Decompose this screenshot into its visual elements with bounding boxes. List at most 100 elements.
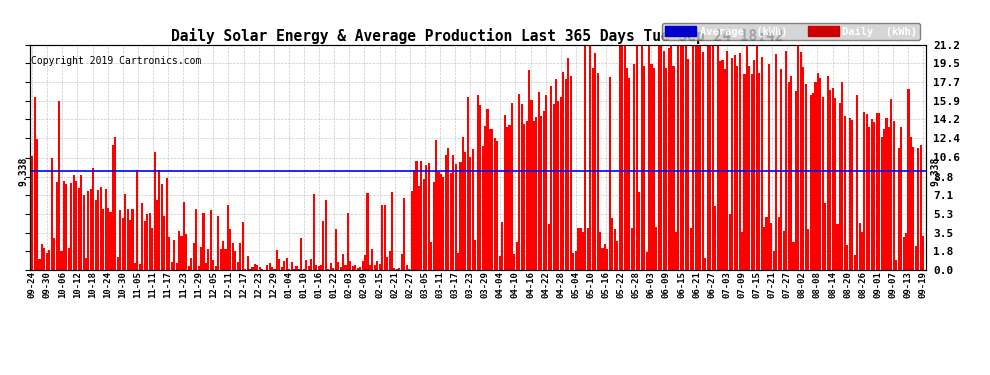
Bar (734, 55, 736, 270)
Bar (878, 113, 880, 270)
Bar (139, 264, 141, 270)
Bar (863, 112, 865, 270)
Bar (132, 209, 134, 270)
Bar (494, 138, 496, 270)
Bar (44, 249, 46, 270)
Bar (349, 261, 351, 270)
Bar (890, 99, 892, 270)
Bar (291, 262, 293, 270)
Bar (359, 267, 361, 270)
Bar (408, 269, 410, 270)
Bar (82, 195, 84, 270)
Bar (381, 205, 383, 270)
Bar (820, 78, 822, 270)
Bar (910, 137, 912, 270)
Bar (364, 255, 366, 270)
Bar (922, 236, 925, 270)
Bar (266, 265, 268, 270)
Bar (46, 253, 48, 270)
Bar (888, 127, 890, 270)
Bar (815, 82, 817, 270)
Bar (117, 257, 119, 270)
Bar (843, 116, 845, 270)
Bar (346, 213, 348, 270)
Bar (714, 206, 716, 270)
Bar (690, 228, 692, 270)
Bar (839, 104, 842, 270)
Bar (160, 184, 163, 270)
Bar (562, 72, 564, 270)
Bar (340, 267, 342, 270)
Bar (430, 242, 433, 270)
Bar (41, 244, 43, 270)
Bar (87, 191, 89, 270)
Bar (476, 95, 479, 270)
Bar (457, 253, 459, 270)
Bar (438, 172, 440, 270)
Bar (905, 234, 907, 270)
Bar (232, 243, 234, 270)
Bar (428, 163, 430, 270)
Bar (903, 237, 905, 270)
Bar (286, 258, 288, 270)
Bar (662, 51, 664, 270)
Bar (675, 232, 677, 270)
Bar (526, 121, 528, 270)
Bar (416, 160, 418, 270)
Bar (220, 249, 222, 270)
Bar (569, 76, 572, 270)
Bar (105, 189, 107, 270)
Bar (832, 87, 834, 270)
Bar (873, 122, 875, 270)
Bar (335, 229, 337, 270)
Bar (122, 217, 124, 270)
Bar (665, 68, 667, 270)
Bar (256, 265, 258, 270)
Bar (908, 89, 910, 270)
Bar (825, 203, 827, 270)
Bar (624, 45, 626, 270)
Bar (768, 64, 770, 270)
Bar (406, 265, 408, 270)
Bar (142, 203, 144, 270)
Bar (587, 228, 589, 270)
Bar (129, 220, 131, 270)
Bar (552, 104, 554, 270)
Bar (77, 188, 80, 270)
Bar (511, 104, 513, 270)
Bar (920, 145, 922, 270)
Bar (848, 118, 850, 270)
Bar (371, 249, 373, 270)
Bar (440, 174, 442, 270)
Bar (258, 267, 260, 270)
Bar (398, 268, 400, 270)
Bar (506, 127, 508, 270)
Bar (830, 90, 832, 270)
Bar (536, 117, 538, 270)
Bar (523, 124, 526, 270)
Bar (871, 119, 873, 270)
Bar (90, 189, 92, 270)
Bar (655, 227, 657, 270)
Bar (330, 262, 332, 270)
Bar (31, 156, 34, 270)
Bar (175, 263, 177, 270)
Bar (514, 254, 516, 270)
Bar (60, 251, 62, 270)
Bar (564, 79, 567, 270)
Bar (283, 261, 285, 270)
Text: 9.338: 9.338 (931, 156, 940, 186)
Bar (230, 229, 232, 270)
Bar (822, 97, 824, 270)
Bar (550, 86, 552, 270)
Bar (278, 260, 280, 270)
Bar (195, 209, 197, 270)
Bar (597, 73, 599, 270)
Bar (614, 228, 616, 270)
Bar (127, 209, 129, 270)
Bar (315, 264, 317, 270)
Bar (660, 45, 662, 270)
Bar (592, 68, 594, 270)
Bar (34, 98, 36, 270)
Bar (308, 266, 310, 270)
